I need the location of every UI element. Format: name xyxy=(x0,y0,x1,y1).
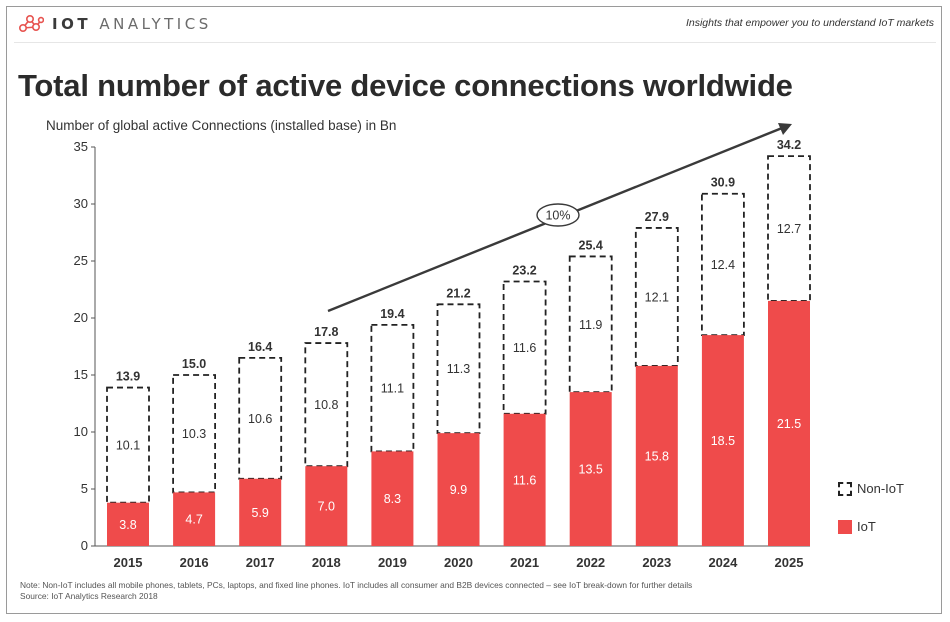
bar-non-iot xyxy=(568,255,613,394)
x-tick-label: 2018 xyxy=(312,555,341,570)
x-tick-label: 2019 xyxy=(378,555,407,570)
bar-iot xyxy=(371,451,414,546)
network-nodes-icon xyxy=(18,14,44,33)
y-tick-label: 10 xyxy=(74,424,88,439)
tagline: Insights that empower you to understand … xyxy=(685,17,934,29)
data-label-iot: 18.5 xyxy=(711,434,735,448)
data-label-iot: 7.0 xyxy=(318,500,335,514)
bar-iot xyxy=(107,502,149,546)
data-label-non-iot: 10.6 xyxy=(248,412,272,426)
y-tick-label: 25 xyxy=(74,253,88,268)
data-label-total: 34.2 xyxy=(777,138,801,152)
data-label-non-iot: 11.6 xyxy=(513,341,536,355)
bar-iot xyxy=(305,466,348,546)
bar-non-iot xyxy=(634,227,679,367)
bar-non-iot xyxy=(701,192,745,337)
logo-text: IOT ANALYTICS xyxy=(52,15,212,33)
footnote-source: Source: IoT Analytics Research 2018 xyxy=(20,591,158,601)
data-label-non-iot: 11.1 xyxy=(381,382,404,396)
bar-non-iot xyxy=(502,280,547,415)
bar-non-iot xyxy=(172,374,217,494)
data-label-total: 25.4 xyxy=(579,238,603,252)
data-label-total: 17.8 xyxy=(314,325,338,339)
data-label-iot: 5.9 xyxy=(252,506,269,520)
x-tick-label: 2021 xyxy=(510,555,539,570)
data-label-non-iot: 10.1 xyxy=(116,439,140,453)
y-tick-label: 5 xyxy=(81,481,88,496)
data-label-iot: 11.6 xyxy=(513,473,536,487)
data-label-total: 21.2 xyxy=(446,286,470,300)
data-label-iot: 3.8 xyxy=(119,518,136,532)
bar-iot xyxy=(701,335,744,546)
data-label-non-iot: 11.9 xyxy=(579,318,602,332)
x-tick-label: 2022 xyxy=(576,555,605,570)
footnote-note: Note: Non-IoT includes all mobile phones… xyxy=(20,580,693,590)
bar-non-iot xyxy=(304,342,349,468)
data-label-iot: 8.3 xyxy=(384,492,401,506)
legend-swatch-non-iot xyxy=(838,481,852,496)
bar-non-iot xyxy=(238,356,283,480)
legend-label-iot: IoT xyxy=(857,519,876,534)
x-tick-label: 2015 xyxy=(114,555,143,570)
bar-non-iot xyxy=(370,323,415,453)
data-label-total: 13.9 xyxy=(116,370,140,384)
y-tick-label: 0 xyxy=(81,538,88,553)
data-label-non-iot: 12.1 xyxy=(645,290,669,304)
data-label-total: 19.4 xyxy=(380,307,404,321)
data-label-total: 23.2 xyxy=(512,264,536,278)
x-tick-label: 2017 xyxy=(246,555,275,570)
header-divider xyxy=(14,42,936,43)
data-label-iot: 21.5 xyxy=(777,417,801,431)
bar-iot xyxy=(503,413,546,546)
logo-text-bold: IOT xyxy=(52,15,92,33)
data-label-total: 15.0 xyxy=(182,357,206,371)
annotation-ellipse xyxy=(536,203,580,227)
legend-item-non-iot: Non-IoT xyxy=(838,481,904,496)
data-label-iot: 9.9 xyxy=(450,483,467,497)
x-tick-label: 2023 xyxy=(642,555,671,570)
y-tick-label: 20 xyxy=(74,310,88,325)
data-label-non-iot: 12.4 xyxy=(711,258,735,272)
legend-swatch-iot xyxy=(838,519,852,534)
bar-iot xyxy=(173,492,216,546)
data-label-non-iot: 11.3 xyxy=(447,362,470,376)
bar-iot xyxy=(239,478,282,546)
logo-text-light: ANALYTICS xyxy=(99,15,212,33)
y-tick-label: 30 xyxy=(74,196,88,211)
x-tick-label: 2020 xyxy=(444,555,473,570)
data-label-non-iot: 10.3 xyxy=(182,427,206,441)
bar-iot xyxy=(768,300,810,546)
chart-title: Total number of active device connection… xyxy=(18,68,793,103)
legend-item-iot: IoT xyxy=(838,519,876,534)
data-label-iot: 15.8 xyxy=(645,449,669,463)
logo: IOT ANALYTICS xyxy=(18,14,212,34)
bar-non-iot xyxy=(436,303,481,435)
bar-iot xyxy=(437,433,480,546)
data-label-iot: 13.5 xyxy=(579,463,603,477)
growth-arrow-head xyxy=(778,123,792,135)
data-label-total: 16.4 xyxy=(248,340,272,354)
bar-non-iot xyxy=(767,155,811,302)
legend-label-non-iot: Non-IoT xyxy=(857,481,904,496)
x-tick-label: 2025 xyxy=(775,555,804,570)
data-label-non-iot: 10.8 xyxy=(314,398,338,412)
footnote: Note: Non-IoT includes all mobile phones… xyxy=(20,580,692,602)
bar-iot xyxy=(569,392,612,546)
data-label-non-iot: 12.7 xyxy=(777,222,801,236)
x-tick-label: 2024 xyxy=(708,555,738,570)
data-label-total: 30.9 xyxy=(711,176,735,190)
data-label-iot: 4.7 xyxy=(185,513,202,527)
y-axis-title: Number of global active Connections (ins… xyxy=(46,118,397,133)
data-label-total: 27.9 xyxy=(645,210,669,224)
y-tick-label: 35 xyxy=(74,139,88,154)
y-tick-label: 15 xyxy=(74,367,88,382)
bar-iot xyxy=(635,365,678,546)
annotation-label: 10% xyxy=(545,209,570,223)
x-tick-label: 2016 xyxy=(180,555,209,570)
bar-non-iot xyxy=(106,386,150,504)
